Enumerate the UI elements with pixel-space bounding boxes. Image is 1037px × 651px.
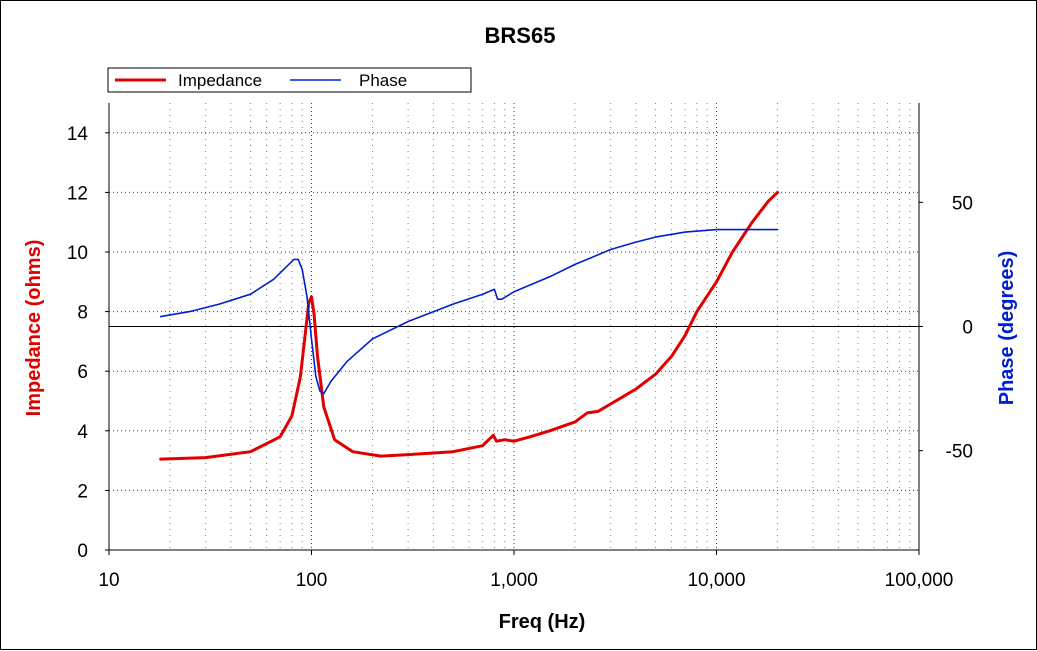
y-tick-label: 14 xyxy=(67,124,89,145)
y2-tick-label: 0 xyxy=(962,318,973,339)
y-tick-label: 10 xyxy=(67,243,88,264)
axes xyxy=(105,103,923,555)
chart-title: BRS65 xyxy=(485,23,556,48)
series-line-phase xyxy=(159,228,779,395)
legend-impedance-label: Impedance xyxy=(178,71,262,90)
y2-tick-label: -50 xyxy=(946,442,973,463)
y-tick-label: 6 xyxy=(77,362,88,383)
y-tick-label: 12 xyxy=(67,183,88,204)
legend: Impedance Phase xyxy=(107,67,472,93)
legend-phase-label: Phase xyxy=(359,71,407,90)
y-tick-label: 2 xyxy=(77,481,88,502)
x-tick-label: 100 xyxy=(296,570,328,591)
y-axis-label: Impedance (ohms) xyxy=(23,240,45,417)
tick-labels: 10 100 1,000 10,000 100,000 0 2 4 6 8 10 12 14 50 0 -50 xyxy=(67,124,973,591)
series-group xyxy=(159,190,779,461)
x-tick-label: 100,000 xyxy=(885,570,954,591)
x-tick-label: 1,000 xyxy=(490,570,538,591)
y-tick-label: 8 xyxy=(77,303,88,324)
y2-tick-label: 50 xyxy=(952,193,973,214)
legend-box xyxy=(107,67,472,93)
x-tick-label: 10 xyxy=(98,570,119,591)
x-axis-label: Freq (Hz) xyxy=(499,611,586,633)
y-tick-label: 4 xyxy=(77,422,88,443)
series-line-impedance xyxy=(159,190,779,461)
x-tick-label: 10,000 xyxy=(687,570,745,591)
y2-axis-label: Phase (degrees) xyxy=(996,251,1018,406)
y-tick-label: 0 xyxy=(77,541,88,562)
